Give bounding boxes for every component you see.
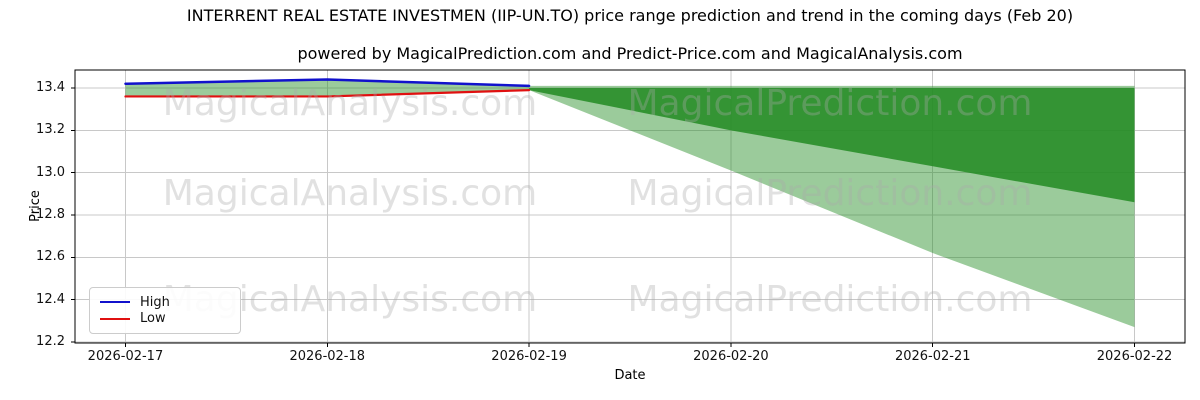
gridlines <box>75 70 1185 343</box>
legend-line-sample <box>100 317 130 320</box>
legend-item: High <box>100 294 230 311</box>
chart-subtitle: powered by MagicalPrediction.com and Pre… <box>297 44 963 63</box>
y-tick-label: 13.0 <box>36 164 65 180</box>
high-line <box>124 78 531 88</box>
y-axis-title: Price <box>28 190 43 222</box>
watermark-text: MagicalPrediction.com <box>628 279 1033 320</box>
y-tick-label: 12.4 <box>36 291 65 307</box>
x-tick-label: 2026-02-20 <box>693 349 769 364</box>
y-tick-label: 12.2 <box>36 333 65 349</box>
x-tick-label: 2026-02-19 <box>491 349 567 364</box>
forecast-inner-range <box>529 87 1135 203</box>
x-tick-label: 2026-02-21 <box>894 349 971 364</box>
legend-line-sample <box>100 301 130 304</box>
x-axis-title: Date <box>614 368 646 383</box>
chart-title: INTERRENT REAL ESTATE INVESTMEN (IIP-UN.… <box>186 6 1074 25</box>
x-tick-label: 2026-02-17 <box>87 349 164 364</box>
y-tick-label: 13.2 <box>36 122 65 138</box>
watermark-text: MagicalAnalysis.com <box>163 83 537 124</box>
tick-marks <box>71 87 1136 347</box>
x-tick-label: 2026-02-22 <box>1096 349 1173 364</box>
legend-item: Low <box>100 311 230 328</box>
watermark-text: MagicalAnalysis.com <box>163 173 537 214</box>
x-tick-label: 2026-02-18 <box>289 349 366 364</box>
legend-label: High <box>140 294 170 310</box>
legend: High Low <box>89 287 241 334</box>
watermark-text: MagicalPrediction.com <box>628 83 1033 124</box>
low-line <box>124 89 531 98</box>
y-tick-label: 13.4 <box>36 79 65 95</box>
plot-border <box>74 69 1186 344</box>
legend-label: Low <box>140 311 166 327</box>
y-tick-label: 12.6 <box>36 249 65 265</box>
y-tick-label: 12.8 <box>36 206 65 222</box>
watermark-text: MagicalPrediction.com <box>628 173 1033 214</box>
